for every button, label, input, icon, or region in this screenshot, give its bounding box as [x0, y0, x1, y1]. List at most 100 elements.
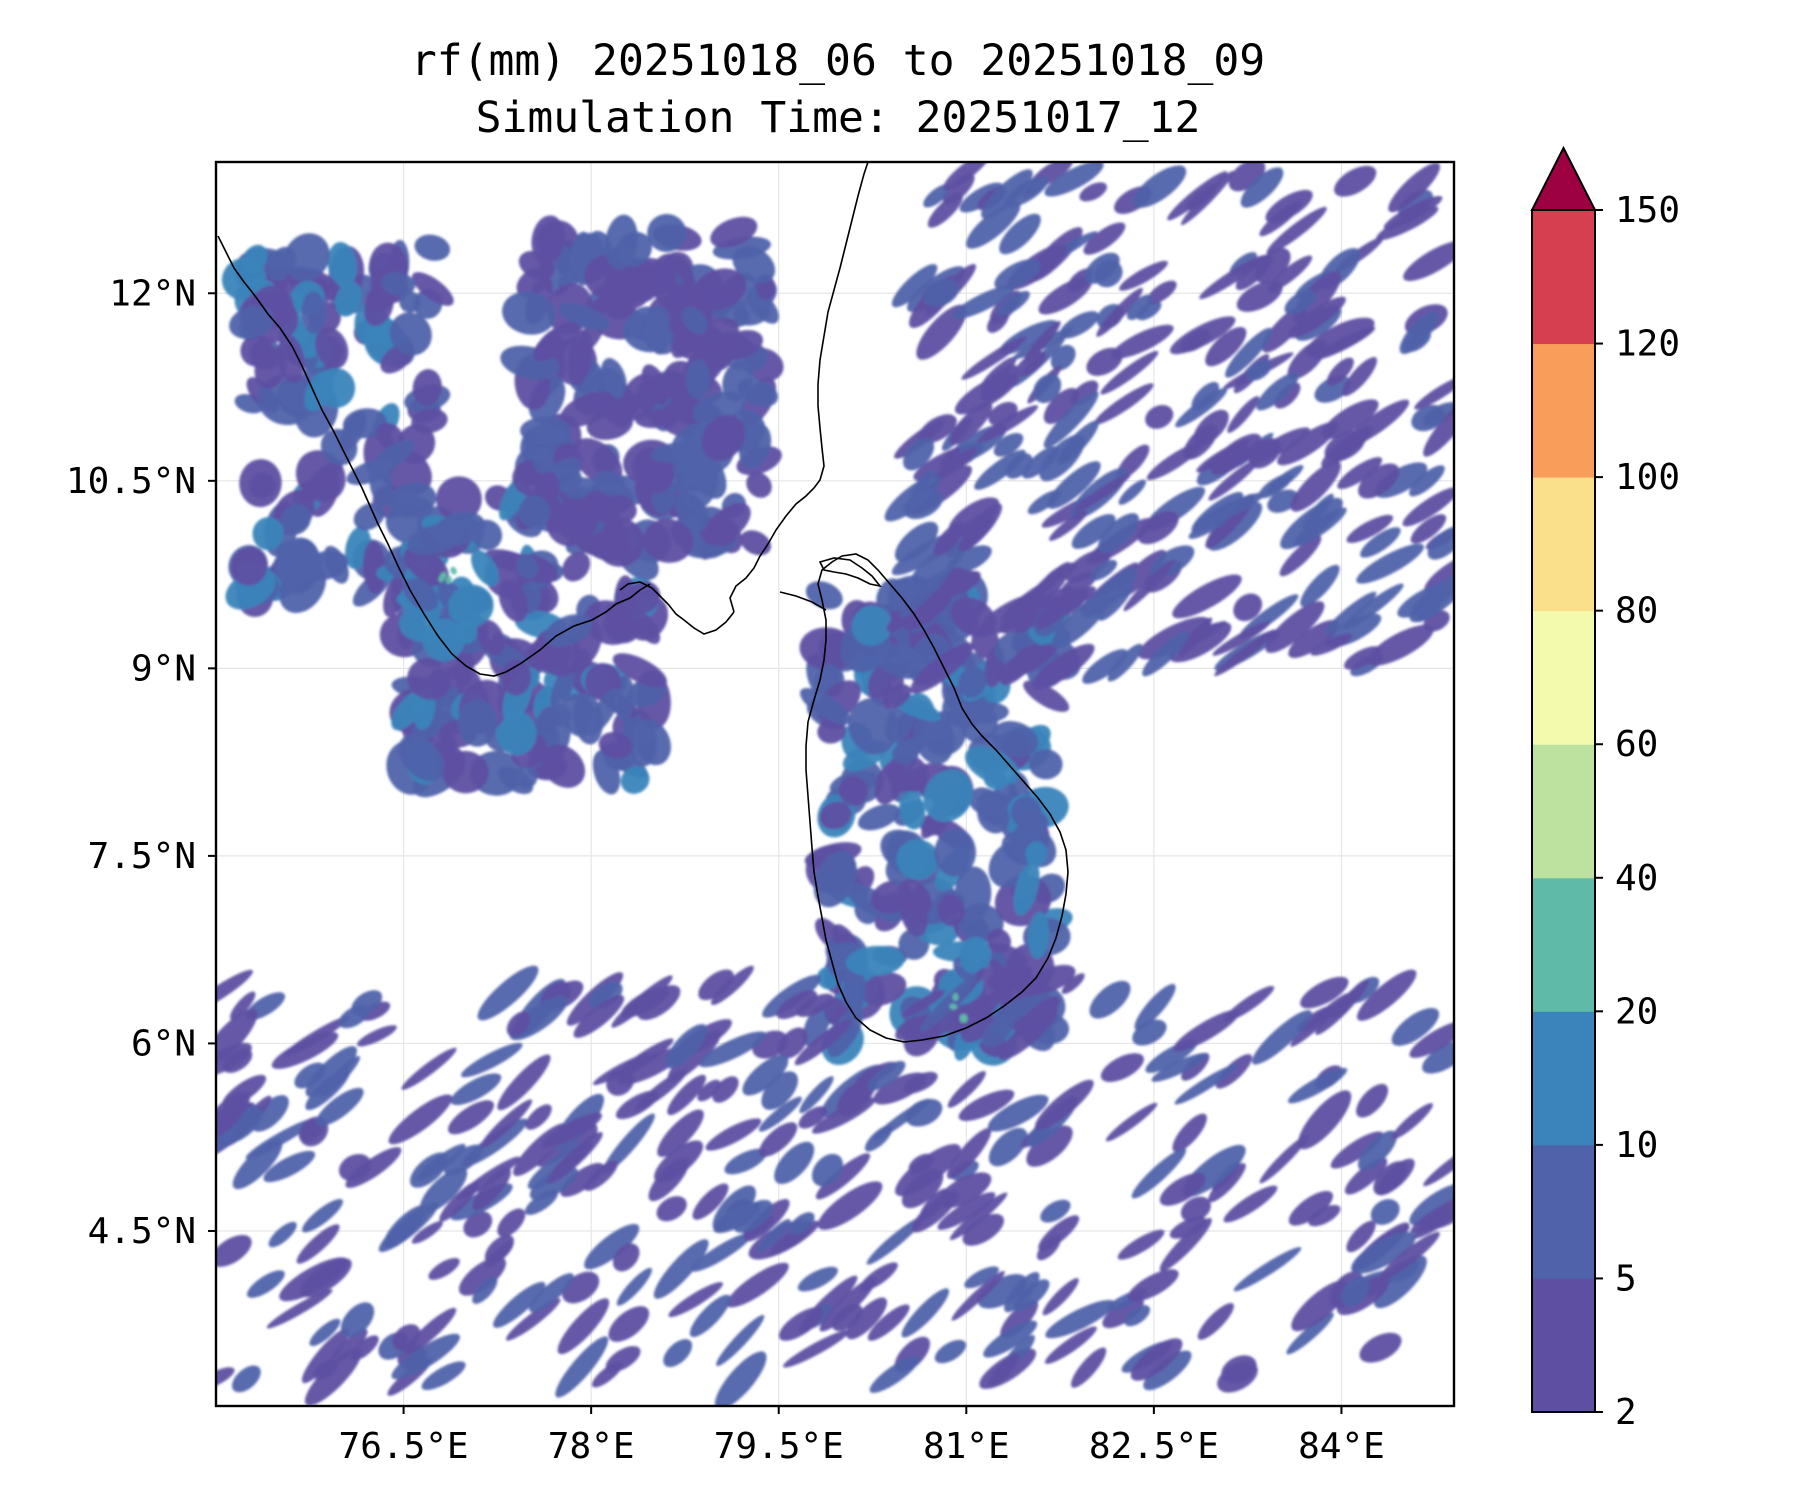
rain-cell	[813, 850, 857, 908]
rain-cell	[962, 1213, 1005, 1246]
rain-cell	[1043, 391, 1099, 448]
rain-cell	[434, 511, 485, 546]
rain-cell	[219, 1106, 263, 1144]
map-frame	[214, 160, 1456, 1408]
rain-cell	[279, 1257, 349, 1302]
rain-cell	[1356, 543, 1424, 584]
rain-cell	[1346, 1220, 1376, 1253]
rain-cell	[794, 1019, 852, 1066]
rain-cell	[647, 213, 687, 253]
y-tick-label: 7.5°N	[88, 836, 196, 877]
rain-cell	[550, 665, 575, 713]
rain-cell	[362, 540, 386, 594]
rain-cell	[689, 1294, 731, 1338]
rain-cell	[724, 1148, 767, 1175]
rain-cell	[774, 1141, 815, 1185]
rain-cell	[1197, 1303, 1234, 1340]
rain-cell	[1118, 479, 1146, 505]
rain-cell	[1126, 294, 1153, 320]
rain-cell	[758, 1096, 802, 1132]
chart-title: rf(mm) 20251018_06 to 20251018_09	[411, 36, 1265, 86]
rain-cell	[1205, 326, 1247, 367]
rain-cell	[501, 659, 532, 696]
rain-cell	[959, 936, 992, 974]
rain-cell	[1023, 320, 1061, 364]
rain-cell	[1199, 255, 1266, 300]
rain-cell	[518, 495, 551, 529]
rain-cell	[943, 162, 991, 191]
rain-cell	[681, 306, 708, 335]
rain-cell	[602, 1113, 655, 1174]
rain-cell	[1221, 1355, 1257, 1384]
rain-cell	[301, 1328, 350, 1384]
rainfall-contours	[216, 162, 1454, 1406]
rain-cell	[584, 1223, 640, 1270]
y-axis: 12°N 10.5°N 9°N 7.5°N 6°N 4.5°N	[66, 273, 216, 1252]
rain-cell	[776, 990, 818, 1020]
rain-cell	[1015, 351, 1046, 377]
rain-cell	[837, 1080, 872, 1117]
rain-cell	[1028, 749, 1063, 780]
rain-cell	[1265, 601, 1325, 653]
rain-cell	[1193, 409, 1229, 446]
rain-cell	[1288, 1191, 1333, 1226]
rain-cell	[573, 995, 625, 1038]
rain-cell	[1083, 222, 1126, 255]
rain-cell	[933, 522, 965, 556]
rain-cell	[668, 1282, 723, 1318]
rain-cell	[882, 684, 912, 709]
rain-cell	[315, 1087, 364, 1127]
rain-cell	[1409, 465, 1445, 497]
rain-cell	[778, 1307, 824, 1341]
rain-cell	[910, 642, 974, 694]
rain-cell	[949, 402, 993, 445]
rain-cell	[296, 1224, 340, 1264]
rain-cell	[600, 358, 627, 398]
rain-cell	[947, 545, 992, 574]
rain-cell	[1107, 643, 1143, 682]
rain-cell	[407, 658, 452, 700]
rain-cell	[667, 1074, 706, 1116]
rain-cell	[999, 213, 1041, 255]
rain-cell	[952, 285, 1015, 320]
rain-cell	[497, 1208, 526, 1237]
rain-cell	[923, 279, 960, 308]
rain-cell	[851, 605, 892, 646]
colorbar-label: 120	[1615, 324, 1680, 365]
rain-cell	[726, 1262, 789, 1308]
rain-cell	[757, 1219, 791, 1253]
rain-cell	[461, 1042, 523, 1078]
rain-cell	[710, 965, 754, 1005]
rain-cell	[799, 1076, 834, 1114]
rain-cell	[471, 549, 499, 587]
rain-cell	[858, 804, 900, 831]
rain-cell	[1358, 463, 1400, 499]
y-tick-label: 9°N	[131, 648, 196, 689]
rain-cell	[615, 1090, 659, 1120]
rain-cell	[477, 619, 505, 656]
rain-cell	[584, 1160, 618, 1191]
rain-cell	[667, 1030, 721, 1082]
rain-cell	[1344, 1157, 1388, 1195]
rain-cell	[231, 547, 268, 586]
rain-cell	[283, 233, 330, 282]
rain-cell	[1346, 514, 1394, 543]
rain-cell	[904, 591, 953, 631]
rain-cell	[827, 1006, 864, 1058]
rain-cell	[988, 1127, 1028, 1167]
rain-cell	[304, 1348, 362, 1406]
colorbar-segment	[1532, 744, 1595, 879]
rain-cell	[1208, 1163, 1246, 1203]
rain-cell	[1073, 473, 1131, 513]
rain-cell	[1025, 841, 1048, 867]
rain-cell	[1279, 535, 1322, 577]
rain-region-4	[884, 162, 1454, 694]
rain-cell	[391, 1333, 460, 1380]
rain-cell	[1094, 383, 1154, 425]
x-tick-label: 84°E	[1298, 1426, 1385, 1467]
rain-cell	[1044, 162, 1104, 197]
rain-cell	[991, 721, 1039, 758]
rain-cell	[789, 1212, 815, 1235]
rain-cell	[702, 345, 732, 371]
rain-cell	[934, 1339, 967, 1364]
